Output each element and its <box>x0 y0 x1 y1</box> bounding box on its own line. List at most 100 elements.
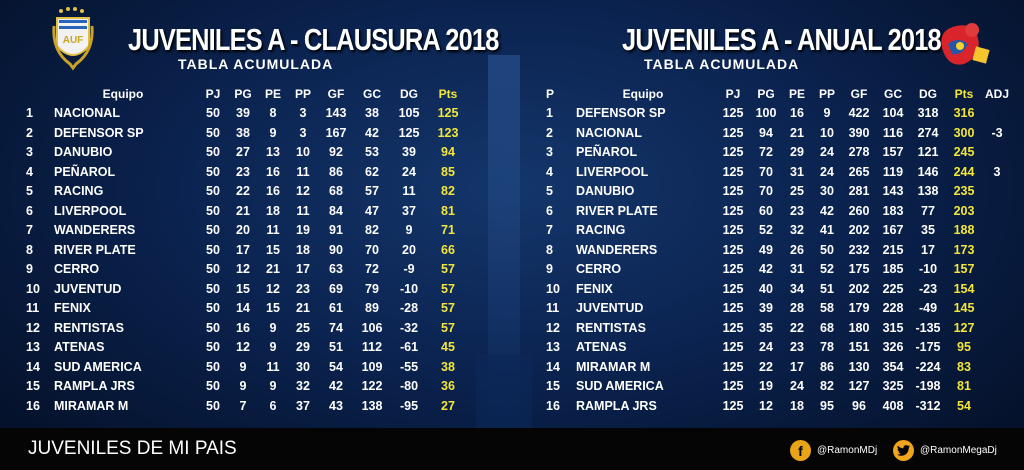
right-cell-team: RACING <box>576 223 626 238</box>
right-cell-gf: 232 <box>848 242 870 257</box>
table-row: 6 RIVER PLATE 125 60 23 42 260 183 77 203 <box>546 201 1012 221</box>
right-cell-pp: 24 <box>820 145 834 160</box>
left-cell-team: ATENAS <box>54 340 105 355</box>
table-row: 11 JUVENTUD 125 39 28 58 179 228 -49 145 <box>546 299 1012 319</box>
left-cell-gf: 43 <box>329 398 343 413</box>
left-cell-dg: 125 <box>398 125 420 140</box>
right-cell-gc: 326 <box>882 340 904 355</box>
right-cell-pp: 78 <box>820 340 834 355</box>
right-cell-adj <box>982 240 1012 260</box>
left-cell-pg: 9 <box>239 359 247 374</box>
left-cell-dg: -55 <box>399 359 419 374</box>
left-cell-pts: 57 <box>441 262 455 277</box>
right-cell-pj: 125 <box>722 281 744 296</box>
right-cell-pos: 6 <box>546 203 553 218</box>
table-row: 8 RIVER PLATE 50 17 15 18 90 70 20 66 <box>26 240 468 260</box>
left-cell-pe: 16 <box>266 164 280 179</box>
left-cell-team: NACIONAL <box>54 106 120 121</box>
right-cell-pj: 125 <box>722 203 744 218</box>
left-cell-pg: 16 <box>236 320 250 335</box>
right-cell-gf: 151 <box>848 340 870 355</box>
left-cell-pp: 29 <box>296 340 310 355</box>
twitter-link[interactable]: @RamonMegaDj <box>893 440 997 461</box>
left-cell-gf: 54 <box>329 359 343 374</box>
right-cell-pg: 39 <box>759 301 773 316</box>
table-row: 14 SUD AMERICA 50 9 11 30 54 109 -55 38 <box>26 357 468 377</box>
right-cell-gc: 104 <box>882 106 904 121</box>
right-cell-pp: 58 <box>820 301 834 316</box>
right-cell-pg: 70 <box>759 164 773 179</box>
right-cell-pos: 14 <box>546 359 560 374</box>
left-cell-gf: 167 <box>325 125 347 140</box>
right-cell-pg: 12 <box>759 398 773 413</box>
table-row: 15 SUD AMERICA 125 19 24 82 127 325 -198 81 <box>546 377 1012 397</box>
right-cell-gf: 422 <box>848 106 870 121</box>
right-header-pp: PP <box>818 86 835 101</box>
right-cell-pe: 24 <box>790 379 804 394</box>
right-cell-pg: 100 <box>755 106 777 121</box>
left-cell-pj: 50 <box>206 281 220 296</box>
right-cell-pos: 16 <box>546 398 560 413</box>
left-cell-pts: 57 <box>441 320 455 335</box>
left-cell-pj: 50 <box>206 223 220 238</box>
right-title: JUVENILES A - ANUAL 2018 <box>622 22 942 57</box>
right-cell-pg: 49 <box>759 242 773 257</box>
right-header-pos: P <box>546 86 555 101</box>
left-cell-team: CERRO <box>54 262 100 277</box>
table-row: 1 NACIONAL 50 39 8 3 143 38 105 125 <box>26 104 468 124</box>
right-cell-adj <box>982 396 1012 416</box>
footer-bar: JUVENILES DE MI PAIS f @RamonMDj @RamonM… <box>0 428 1024 470</box>
left-cell-team: RAMPLA JRS <box>54 379 135 394</box>
svg-text:AUF: AUF <box>63 35 84 46</box>
left-cell-pos: 10 <box>26 281 40 296</box>
left-cell-gc: 57 <box>365 184 379 199</box>
right-cell-team: WANDERERS <box>576 242 658 257</box>
table-row: 1 DEFENSOR SP 125 100 16 9 422 104 318 316 <box>546 104 1012 124</box>
right-cell-gc: 157 <box>882 145 904 160</box>
left-cell-pts: 125 <box>437 106 459 121</box>
left-cell-pts: 45 <box>441 340 455 355</box>
right-cell-pg: 22 <box>759 359 773 374</box>
right-cell-dg: 35 <box>921 223 935 238</box>
right-cell-pj: 125 <box>722 242 744 257</box>
right-cell-pj: 125 <box>722 359 744 374</box>
right-cell-pos: 8 <box>546 242 553 257</box>
left-cell-pts: 123 <box>437 125 459 140</box>
right-cell-gc: 183 <box>882 203 904 218</box>
right-cell-pts: 245 <box>953 145 975 160</box>
left-cell-gc: 47 <box>365 203 379 218</box>
right-cell-pts: 244 <box>953 164 975 179</box>
left-cell-pp: 17 <box>296 262 310 277</box>
right-header-dg: DG <box>919 86 937 101</box>
footer-title: JUVENILES DE MI PAIS <box>28 438 237 459</box>
left-subtitle: TABLA ACUMULADA <box>178 56 334 72</box>
facebook-link[interactable]: f @RamonMDj <box>790 440 877 461</box>
right-cell-dg: 17 <box>921 242 935 257</box>
right-cell-team: MIRAMAR M <box>576 359 651 374</box>
left-cell-gf: 68 <box>329 184 343 199</box>
right-cell-pp: 9 <box>823 106 831 121</box>
left-cell-pg: 38 <box>236 125 250 140</box>
left-cell-pts: 85 <box>441 164 455 179</box>
left-cell-pp: 25 <box>296 320 310 335</box>
left-cell-team: RIVER PLATE <box>54 242 136 257</box>
right-cell-pts: 83 <box>957 359 971 374</box>
right-cell-pp: 50 <box>820 242 834 257</box>
right-cell-pos: 3 <box>546 145 553 160</box>
right-cell-pj: 125 <box>722 164 744 179</box>
right-cell-team: DEFENSOR SP <box>576 106 666 121</box>
right-cell-pj: 125 <box>722 106 744 121</box>
table-row: 7 WANDERERS 50 20 11 19 91 82 9 71 <box>26 221 468 241</box>
left-cell-pe: 9 <box>269 125 277 140</box>
left-cell-pe: 8 <box>269 106 277 121</box>
table-row: 5 RACING 50 22 16 12 68 57 11 82 <box>26 182 468 202</box>
left-cell-pj: 50 <box>206 164 220 179</box>
left-cell-team: MIRAMAR M <box>54 398 129 413</box>
left-cell-gc: 38 <box>365 106 379 121</box>
right-cell-adj: 3 <box>993 164 1001 179</box>
right-cell-team: SUD AMERICA <box>576 379 664 394</box>
right-cell-gc: 185 <box>882 262 904 277</box>
left-cell-pos: 15 <box>26 379 40 394</box>
table-row: 14 MIRAMAR M 125 22 17 86 130 354 -224 83 <box>546 357 1012 377</box>
left-cell-pe: 18 <box>266 203 280 218</box>
